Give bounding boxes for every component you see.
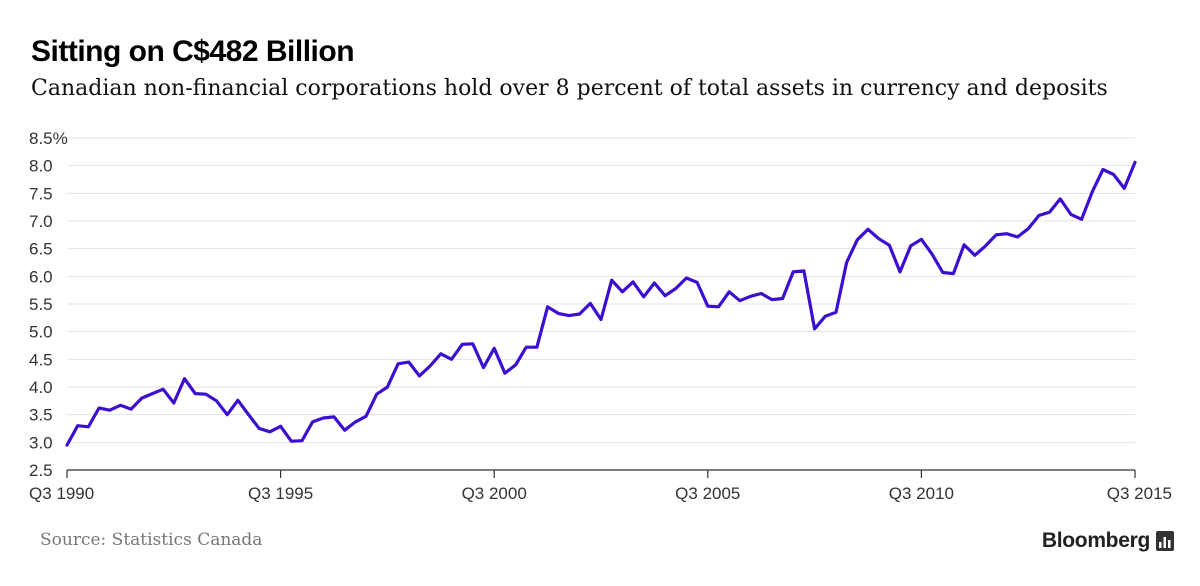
y-tick-label: 6.5: [29, 240, 53, 259]
y-tick-label: 5.0: [29, 323, 53, 342]
y-tick-label: 5.5: [29, 295, 53, 314]
y-tick-label: 3.5: [29, 406, 53, 425]
y-tick-label: 8.0: [29, 157, 53, 176]
x-tick-label: Q3 2015: [1107, 484, 1172, 503]
x-axis: [66, 469, 1136, 478]
brand-name: Bloomberg: [1041, 529, 1150, 552]
y-tick-label: 7.5: [29, 184, 53, 203]
x-tick-label: Q3 2000: [462, 484, 527, 503]
series-line-0: [65, 160, 1137, 447]
chart-title: Sitting on C$482 Billion: [31, 35, 355, 68]
chart-subtitle: Canadian non-financial corporations hold…: [31, 76, 1108, 101]
y-tick-label: 4.5: [29, 350, 53, 369]
y-tick-label: 6.0: [29, 267, 53, 286]
y-tick-label: 4.0: [29, 378, 53, 397]
brand-logo: Bloomberg: [1042, 529, 1174, 553]
bloomberg-chart-icon: [1156, 531, 1174, 551]
x-tick-label: Q3 2005: [675, 484, 740, 503]
source-note: Source: Statistics Canada: [40, 530, 263, 550]
gridlines: [67, 137, 1135, 443]
series-layer: [65, 160, 1137, 447]
y-tick-label: 8.5%: [29, 129, 68, 148]
y-tick-label: 2.5: [29, 461, 53, 480]
y-tick-label: 7.0: [29, 212, 53, 231]
x-tick-label: Q3 2010: [889, 484, 954, 503]
x-axis-tick-labels: Q3 1990 Q3 1995 Q3 2000 Q3 2005 Q3 2010 Q3 20…: [29, 484, 1172, 503]
y-axis-tick-labels: 2.5 3.0 3.5 4.0 4.5 5.0 5.5 6.0 6.5 7.0 7.5 8.0 8.5%: [29, 129, 68, 480]
y-tick-label: 3.0: [29, 433, 53, 452]
x-tick-label: Q3 1995: [248, 484, 313, 503]
x-tick-label: Q3 1990: [29, 484, 94, 503]
